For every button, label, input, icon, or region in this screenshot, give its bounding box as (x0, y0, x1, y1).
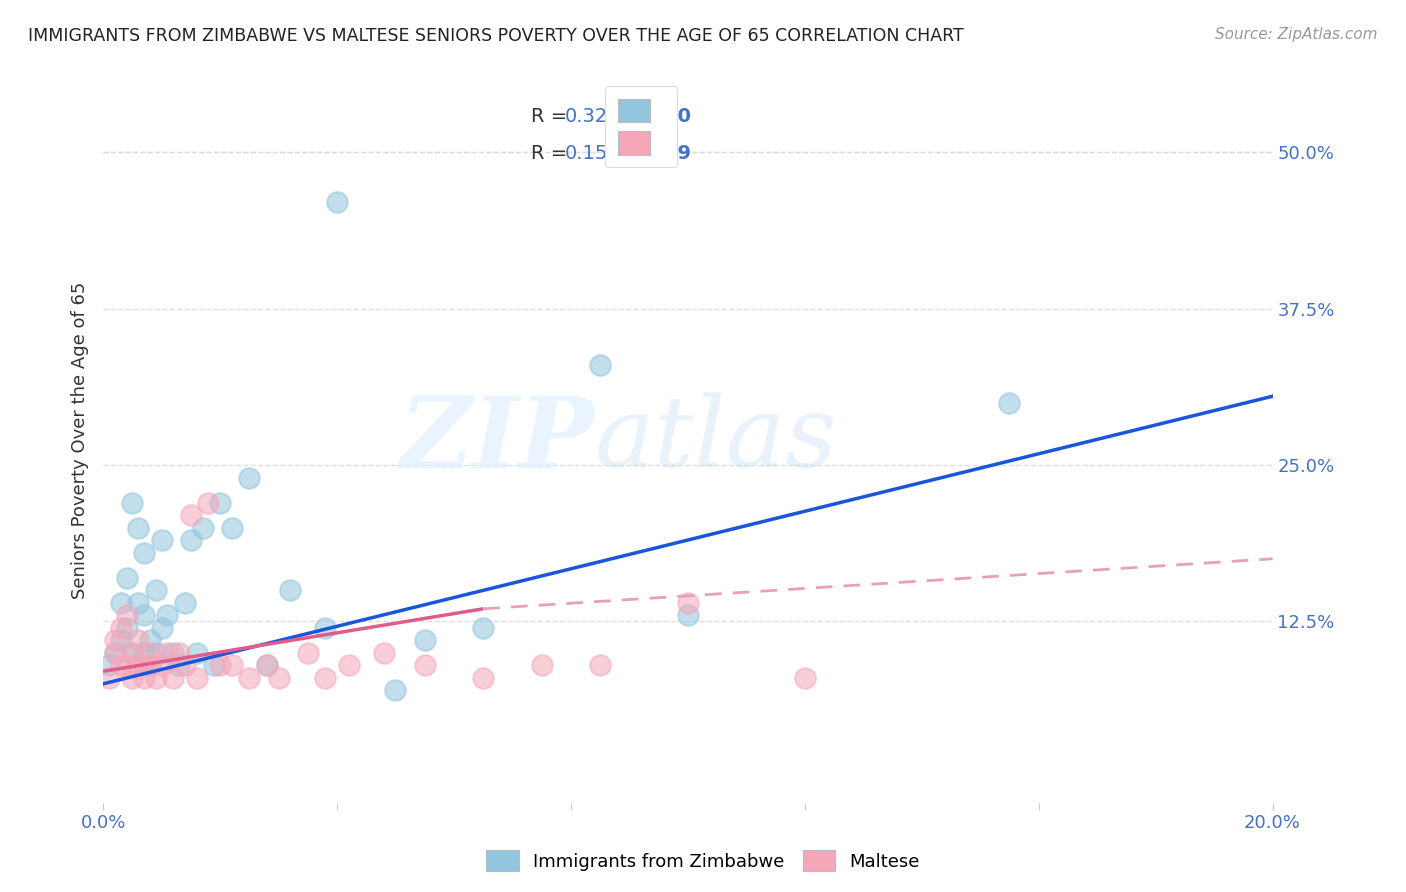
Point (121, 495, 143, 509)
Point (221, 658, 243, 673)
Point (238, 470, 260, 484)
Point (115, 621, 138, 635)
Point (589, 658, 612, 673)
Point (127, 633, 149, 648)
Point (998, 395, 1021, 409)
Point (98, 671, 121, 685)
Point (150, 533, 173, 547)
Point (115, 608, 138, 623)
Point (191, 520, 214, 534)
Point (413, 633, 436, 648)
Point (221, 520, 243, 534)
Text: R =: R = (531, 144, 579, 162)
Point (104, 646, 127, 660)
Point (180, 533, 202, 547)
Point (238, 671, 260, 685)
Text: N =: N = (636, 144, 679, 162)
Point (139, 633, 162, 648)
Point (174, 596, 197, 610)
Point (202, 658, 225, 673)
Point (326, 195, 349, 210)
Point (150, 621, 173, 635)
Point (167, 658, 190, 673)
Text: N =: N = (636, 107, 679, 127)
Point (115, 658, 138, 673)
Point (186, 671, 208, 685)
Point (278, 582, 301, 597)
Point (132, 608, 155, 623)
Point (132, 671, 155, 685)
Point (197, 495, 219, 509)
Point (121, 646, 143, 660)
Point (314, 671, 336, 685)
Text: 40: 40 (665, 107, 692, 127)
Point (413, 658, 436, 673)
Legend: Immigrants from Zimbabwe, Maltese: Immigrants from Zimbabwe, Maltese (479, 843, 927, 879)
Point (530, 658, 553, 673)
Point (472, 671, 495, 685)
Point (110, 621, 132, 635)
Point (127, 596, 149, 610)
Point (180, 508, 202, 522)
Point (209, 658, 232, 673)
Point (156, 646, 179, 660)
Point (373, 646, 395, 660)
Point (132, 545, 155, 559)
Point (145, 646, 167, 660)
Point (150, 658, 173, 673)
Point (167, 646, 190, 660)
Text: IMMIGRANTS FROM ZIMBABWE VS MALTESE SENIORS POVERTY OVER THE AGE OF 65 CORRELATI: IMMIGRANTS FROM ZIMBABWE VS MALTESE SENI… (28, 27, 965, 45)
Point (472, 621, 495, 635)
Point (139, 658, 162, 673)
Point (256, 658, 278, 673)
Text: atlas: atlas (595, 392, 837, 488)
Point (145, 671, 167, 685)
Point (98, 658, 121, 673)
Point (209, 495, 232, 509)
Point (132, 658, 155, 673)
Point (186, 646, 208, 660)
Text: 0.329: 0.329 (565, 107, 620, 127)
Point (589, 358, 612, 372)
Point (162, 646, 184, 660)
Point (174, 658, 197, 673)
Point (793, 671, 815, 685)
Point (110, 658, 132, 673)
Text: Source: ZipAtlas.com: Source: ZipAtlas.com (1215, 27, 1378, 42)
Point (676, 608, 699, 623)
Point (384, 683, 406, 698)
Point (337, 658, 360, 673)
Point (314, 621, 336, 635)
Point (297, 646, 319, 660)
Text: R =: R = (531, 107, 574, 127)
Point (256, 658, 278, 673)
Point (110, 596, 132, 610)
Point (676, 596, 699, 610)
Point (127, 658, 149, 673)
Text: 39: 39 (665, 144, 692, 162)
Text: ZIP: ZIP (399, 392, 595, 488)
Point (132, 646, 155, 660)
Point (121, 646, 143, 660)
Point (127, 520, 149, 534)
Point (139, 646, 162, 660)
Text: 0.151: 0.151 (565, 144, 621, 162)
Point (139, 658, 162, 673)
Point (110, 633, 132, 648)
Point (104, 646, 127, 660)
Y-axis label: Seniors Poverty Over the Age of 65: Seniors Poverty Over the Age of 65 (72, 281, 89, 599)
Point (162, 671, 184, 685)
Point (267, 671, 290, 685)
Point (121, 671, 143, 685)
Point (104, 633, 127, 648)
Point (145, 582, 167, 597)
Point (156, 608, 179, 623)
Point (115, 570, 138, 584)
Legend: , : , (605, 87, 678, 167)
